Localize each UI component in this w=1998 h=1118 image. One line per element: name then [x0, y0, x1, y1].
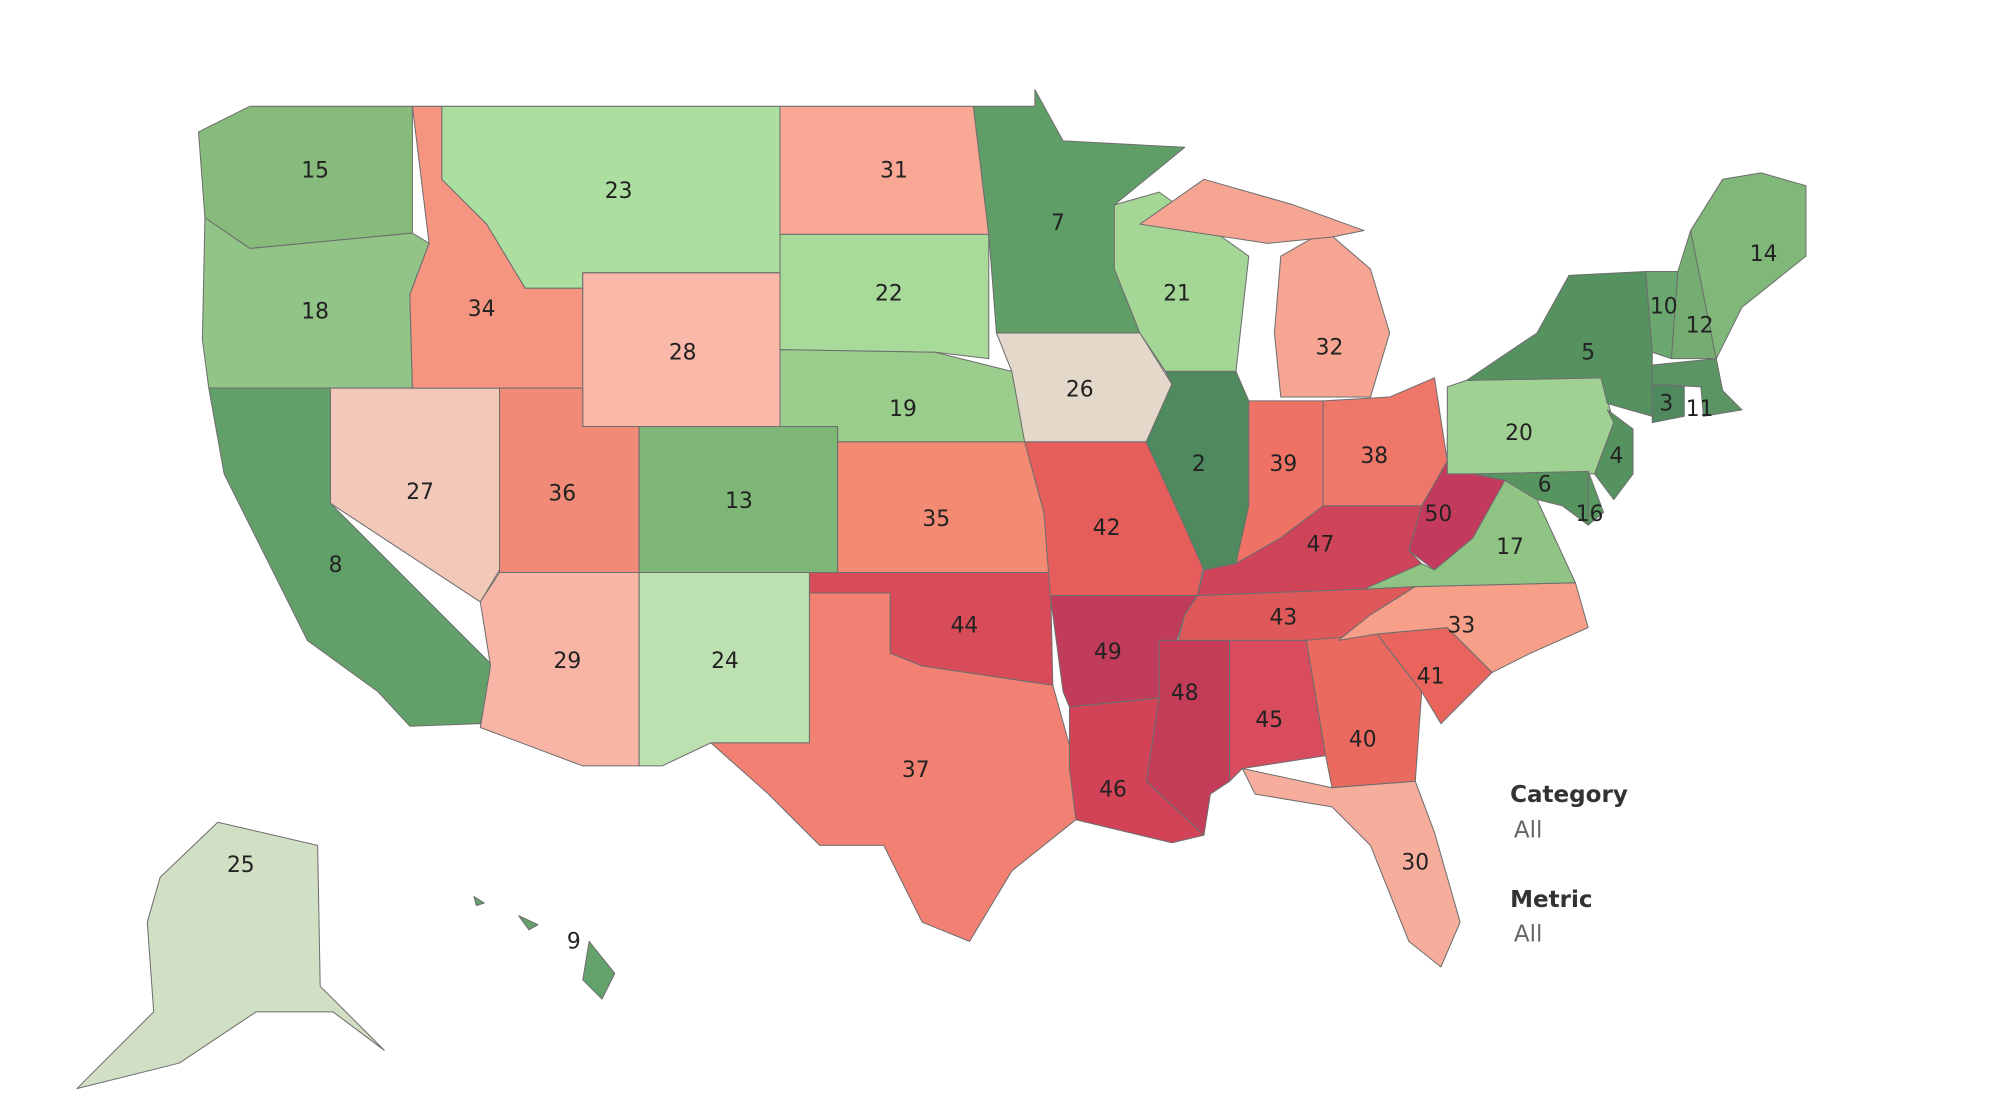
state-label: 18 — [301, 300, 329, 325]
state-label: 33 — [1448, 613, 1476, 638]
state-label: 12 — [1686, 314, 1714, 339]
state-label: 6 — [1538, 472, 1552, 497]
state — [518, 915, 539, 931]
state-label: 10 — [1650, 294, 1678, 319]
state-label: 46 — [1099, 777, 1127, 802]
state-label: 19 — [889, 397, 917, 422]
state-label: 38 — [1360, 444, 1388, 469]
state-label: 43 — [1270, 606, 1298, 631]
state-label: 37 — [902, 758, 930, 783]
state — [1139, 178, 1365, 244]
state-label: 20 — [1505, 421, 1533, 446]
states — [76, 89, 1807, 1090]
state — [1587, 470, 1605, 526]
state-label: 40 — [1349, 727, 1377, 752]
state-label: 3 — [1659, 392, 1673, 417]
state-label: 24 — [711, 649, 739, 674]
state-label: 35 — [922, 507, 950, 532]
state-label: 23 — [605, 179, 633, 204]
state-label: 41 — [1417, 665, 1445, 690]
state-label: 50 — [1424, 502, 1452, 527]
filter-title: Metric — [1510, 887, 1593, 913]
state-label: 9 — [567, 930, 581, 955]
state — [779, 233, 990, 360]
state-label: 25 — [227, 853, 255, 878]
state — [473, 896, 485, 907]
state-label: 4 — [1609, 444, 1623, 469]
filter-panel: Category All Metric All — [1510, 782, 1628, 948]
state-label: 8 — [329, 553, 343, 578]
state-label: 29 — [554, 649, 582, 674]
state-label: 27 — [406, 480, 434, 505]
state-label: 14 — [1750, 242, 1778, 267]
state-label: 42 — [1093, 516, 1121, 541]
state — [1337, 582, 1589, 673]
state — [582, 940, 616, 1000]
state-label: 44 — [951, 613, 979, 638]
state — [76, 821, 385, 1090]
state — [1273, 230, 1391, 398]
state-label: 45 — [1255, 708, 1283, 733]
state-label: 5 — [1581, 341, 1595, 366]
state — [1241, 767, 1461, 968]
state-label: 13 — [725, 489, 753, 514]
filter-value[interactable]: All — [1514, 921, 1543, 947]
state-label: 22 — [875, 282, 903, 307]
state-label: 48 — [1171, 681, 1199, 706]
state-label: 31 — [880, 159, 908, 184]
state-label: 39 — [1270, 452, 1298, 477]
state-label: 21 — [1163, 282, 1191, 307]
filter-title: Category — [1510, 782, 1628, 808]
state-label: 49 — [1094, 640, 1122, 665]
state — [1651, 383, 1685, 424]
state-label: 17 — [1496, 535, 1524, 560]
state — [710, 592, 1077, 942]
state-label: 34 — [468, 297, 496, 322]
state-label: 36 — [548, 481, 576, 506]
state — [1229, 639, 1327, 782]
state-label: 28 — [669, 341, 697, 366]
state-label: 7 — [1051, 211, 1065, 236]
state-label: 26 — [1066, 378, 1094, 403]
state-label: 2 — [1192, 452, 1206, 477]
state-label: 32 — [1316, 335, 1344, 360]
state-label: 30 — [1401, 850, 1429, 875]
state — [1594, 409, 1634, 501]
state-label: 16 — [1576, 502, 1604, 527]
state-label: 47 — [1307, 533, 1335, 558]
state-label: 15 — [301, 159, 329, 184]
filter-value[interactable]: All — [1514, 818, 1543, 844]
state-label: 11 — [1686, 397, 1714, 422]
state — [1690, 172, 1807, 360]
